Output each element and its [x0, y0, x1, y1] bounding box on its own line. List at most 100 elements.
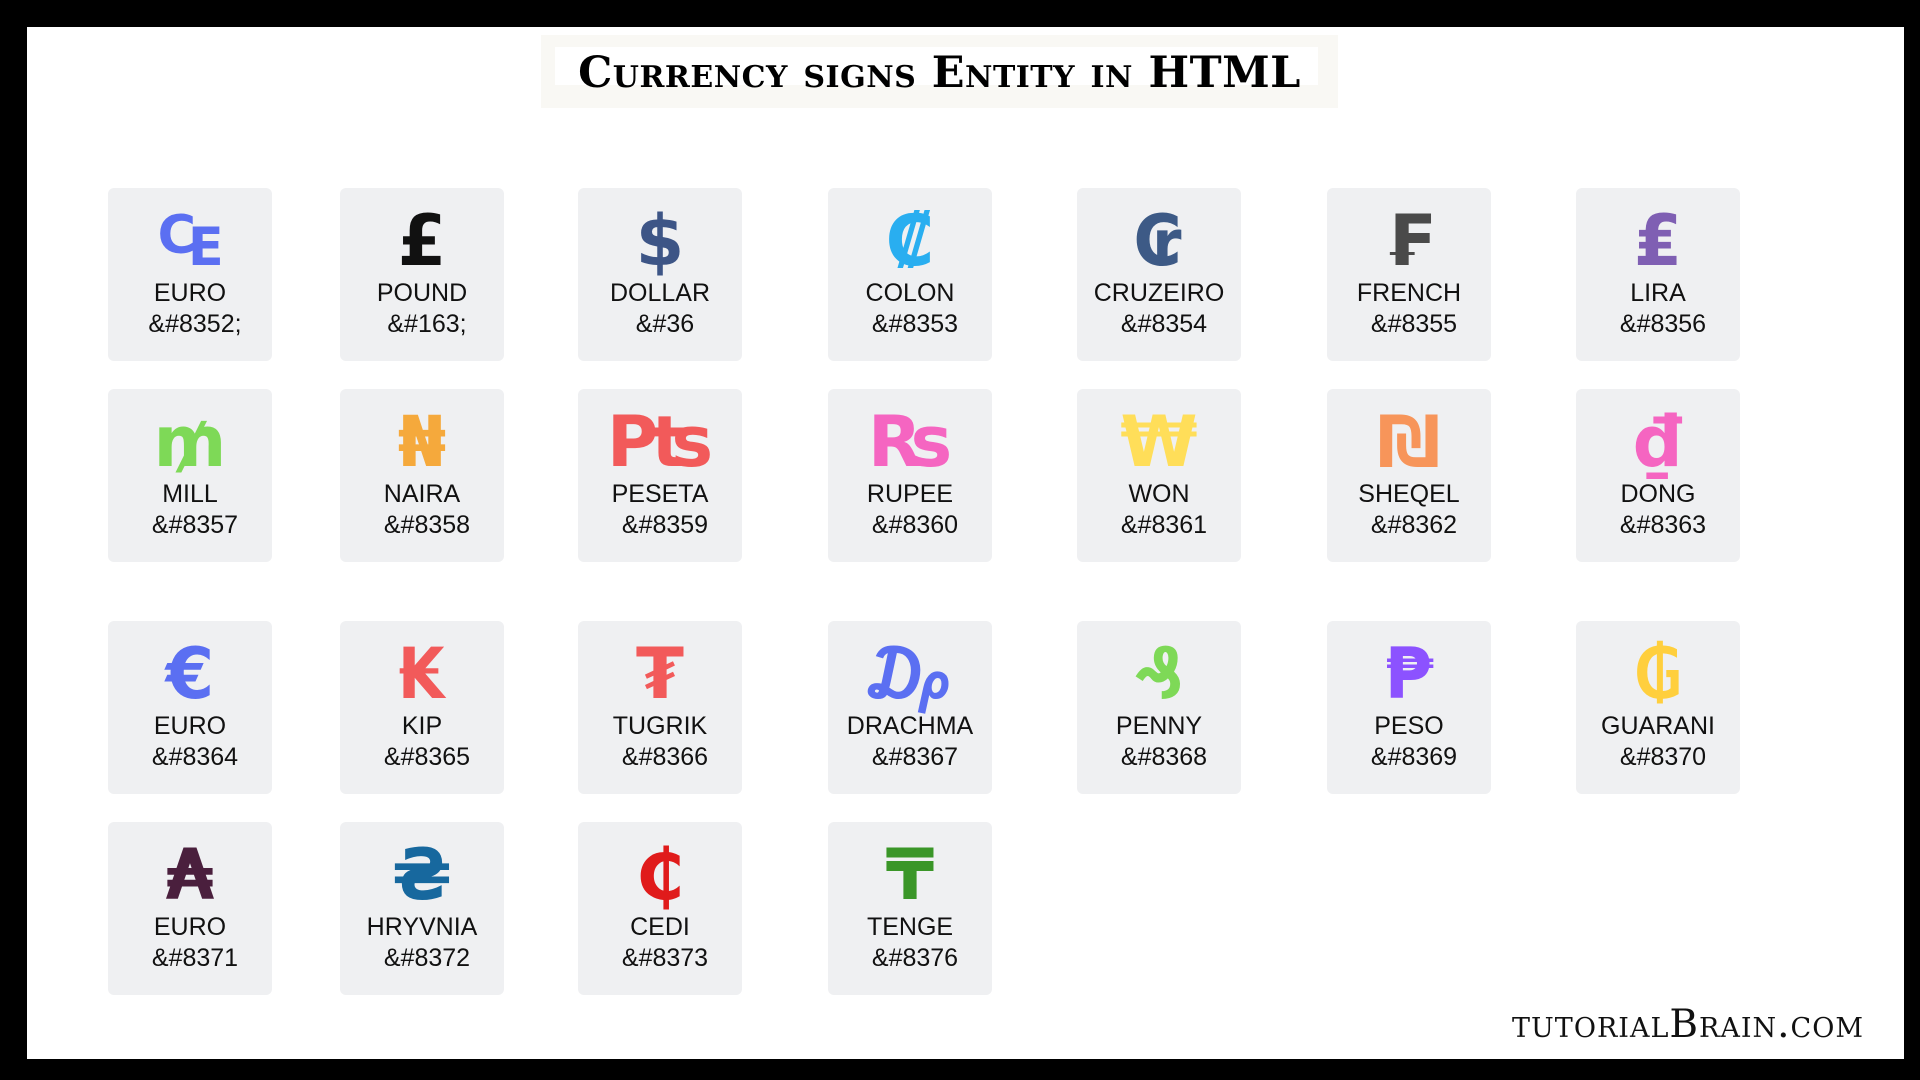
- currency-tile: ₸ TENGE &#8376: [828, 822, 992, 995]
- entity-code: &#8370: [1619, 743, 1707, 771]
- entity-code: &#8369: [1370, 743, 1458, 771]
- currency-tile: ₧ PESETA &#8359: [578, 389, 742, 562]
- entity-code: &#8363: [1619, 511, 1707, 539]
- currency-symbol: ₧: [606, 401, 714, 483]
- entity-code: &#8371: [151, 944, 239, 972]
- currency-symbol: ₨: [867, 401, 953, 483]
- entity-code: &#8365: [383, 743, 471, 771]
- currency-name: EURO: [153, 279, 227, 307]
- page-title: Currency signs Entity in HTML: [578, 48, 1301, 98]
- currency-symbol: ₠: [157, 200, 223, 282]
- currency-tile: ₡ COLON &#8353: [828, 188, 992, 361]
- entity-code: &#8373: [621, 944, 709, 972]
- title-banner: Currency signs Entity in HTML: [541, 35, 1338, 108]
- currency-name: FRENCH: [1356, 279, 1462, 307]
- currency-tile: € EURO &#8364: [108, 621, 272, 794]
- currency-name: EURO: [153, 712, 227, 740]
- title-highlight: [555, 47, 1318, 85]
- currency-name: POUND: [376, 279, 468, 307]
- currency-tile: ₩ WON &#8361: [1077, 389, 1241, 562]
- entity-code: &#8359: [621, 511, 709, 539]
- entity-code: &#8354: [1120, 310, 1208, 338]
- currency-name: PESO: [1374, 712, 1444, 740]
- currency-tile: $ DOLLAR &#36: [578, 188, 742, 361]
- currency-name: CEDI: [630, 913, 690, 941]
- currency-tile: ₨ RUPEE &#8360: [828, 389, 992, 562]
- currency-tile: ₪ SHEQEL &#8362: [1327, 389, 1491, 562]
- currency-symbol: £: [397, 200, 447, 282]
- currency-name: LIRA: [1630, 279, 1686, 307]
- currency-symbol: ₫: [1633, 401, 1683, 483]
- currency-symbol: $: [635, 200, 685, 282]
- entity-code: &#163;: [387, 310, 467, 338]
- currency-name: MILL: [162, 480, 218, 508]
- currency-symbol: ₢: [1134, 200, 1184, 282]
- currency-name: KIP: [401, 712, 443, 740]
- currency-tile: ₴ HRYVNIA &#8372: [340, 822, 504, 995]
- entity-code: &#8352;: [148, 310, 242, 338]
- currency-symbol: ₮: [635, 633, 685, 715]
- currency-tile: ₥ MILL &#8357: [108, 389, 272, 562]
- currency-symbol: ₴: [391, 834, 453, 916]
- currency-name: SHEQEL: [1358, 480, 1460, 508]
- entity-code: &#8353: [871, 310, 959, 338]
- entity-code: &#8361: [1120, 511, 1208, 539]
- currency-tile: ₭ KIP &#8365: [340, 621, 504, 794]
- currency-symbol: ₱: [1384, 633, 1434, 715]
- currency-symbol: ₭: [397, 633, 447, 715]
- currency-tile: ₱ PESO &#8369: [1327, 621, 1491, 794]
- currency-symbol: ₦: [397, 401, 447, 483]
- currency-symbol: ₯: [861, 633, 959, 715]
- currency-name: WON: [1128, 480, 1190, 508]
- currency-name: PENNY: [1115, 712, 1203, 740]
- currency-name: CRUZEIRO: [1093, 279, 1225, 307]
- entity-code: &#8362: [1370, 511, 1458, 539]
- currency-name: DOLLAR: [609, 279, 711, 307]
- entity-code: &#8356: [1619, 310, 1707, 338]
- currency-symbol: ₸: [885, 834, 935, 916]
- currency-tile: ₤ LIRA &#8356: [1576, 188, 1740, 361]
- currency-symbol: ₳: [165, 834, 215, 916]
- entity-code: &#8376: [871, 944, 959, 972]
- currency-symbol: ₰: [1134, 633, 1184, 715]
- currency-tile: ₳ EURO &#8371: [108, 822, 272, 995]
- currency-symbol: ₩: [1120, 401, 1198, 483]
- currency-name: DONG: [1620, 480, 1696, 508]
- currency-tile: ₦ NAIRA &#8358: [340, 389, 504, 562]
- currency-name: GUARANI: [1601, 712, 1715, 740]
- currency-name: DRACHMA: [846, 712, 974, 740]
- currency-name: EURO: [153, 913, 227, 941]
- currency-tile: ₲ GUARANI &#8370: [1576, 621, 1740, 794]
- currency-tile: £ POUND &#163;: [340, 188, 504, 361]
- entity-code: &#8357: [151, 511, 239, 539]
- currency-symbol: ₣: [1384, 200, 1434, 282]
- currency-tile: ₣ FRENCH &#8355: [1327, 188, 1491, 361]
- currency-name: HRYVNIA: [366, 913, 478, 941]
- entity-code: &#8355: [1370, 310, 1458, 338]
- currency-symbol: ₡: [885, 200, 935, 282]
- brand-watermark: tutorialBrain.com: [1512, 1002, 1864, 1047]
- currency-symbol: ₪: [1377, 401, 1441, 483]
- entity-code: &#8366: [621, 743, 709, 771]
- currency-name: RUPEE: [866, 480, 954, 508]
- currency-symbol: ₥: [153, 401, 227, 483]
- currency-tile: ₰ PENNY &#8368: [1077, 621, 1241, 794]
- entity-code: &#36: [635, 310, 695, 338]
- currency-tile: ₢ CRUZEIRO &#8354: [1077, 188, 1241, 361]
- currency-symbol: €: [165, 633, 215, 715]
- currency-tile: ₠ EURO &#8352;: [108, 188, 272, 361]
- currency-symbol: ₤: [1633, 200, 1683, 282]
- infographic-canvas: Currency signs Entity in HTML ₠ EURO &#835…: [27, 27, 1904, 1059]
- currency-name: NAIRA: [383, 480, 461, 508]
- entity-code: &#8358: [383, 511, 471, 539]
- currency-name: TENGE: [866, 913, 954, 941]
- currency-symbol: ₵: [635, 834, 685, 916]
- currency-tile: ₯ DRACHMA &#8367: [828, 621, 992, 794]
- entity-code: &#8360: [871, 511, 959, 539]
- currency-name: PESETA: [611, 480, 709, 508]
- entity-code: &#8367: [871, 743, 959, 771]
- currency-tile: ₮ TUGRIK &#8366: [578, 621, 742, 794]
- currency-tile: ₫ DONG &#8363: [1576, 389, 1740, 562]
- currency-name: TUGRIK: [612, 712, 708, 740]
- currency-tile: ₵ CEDI &#8373: [578, 822, 742, 995]
